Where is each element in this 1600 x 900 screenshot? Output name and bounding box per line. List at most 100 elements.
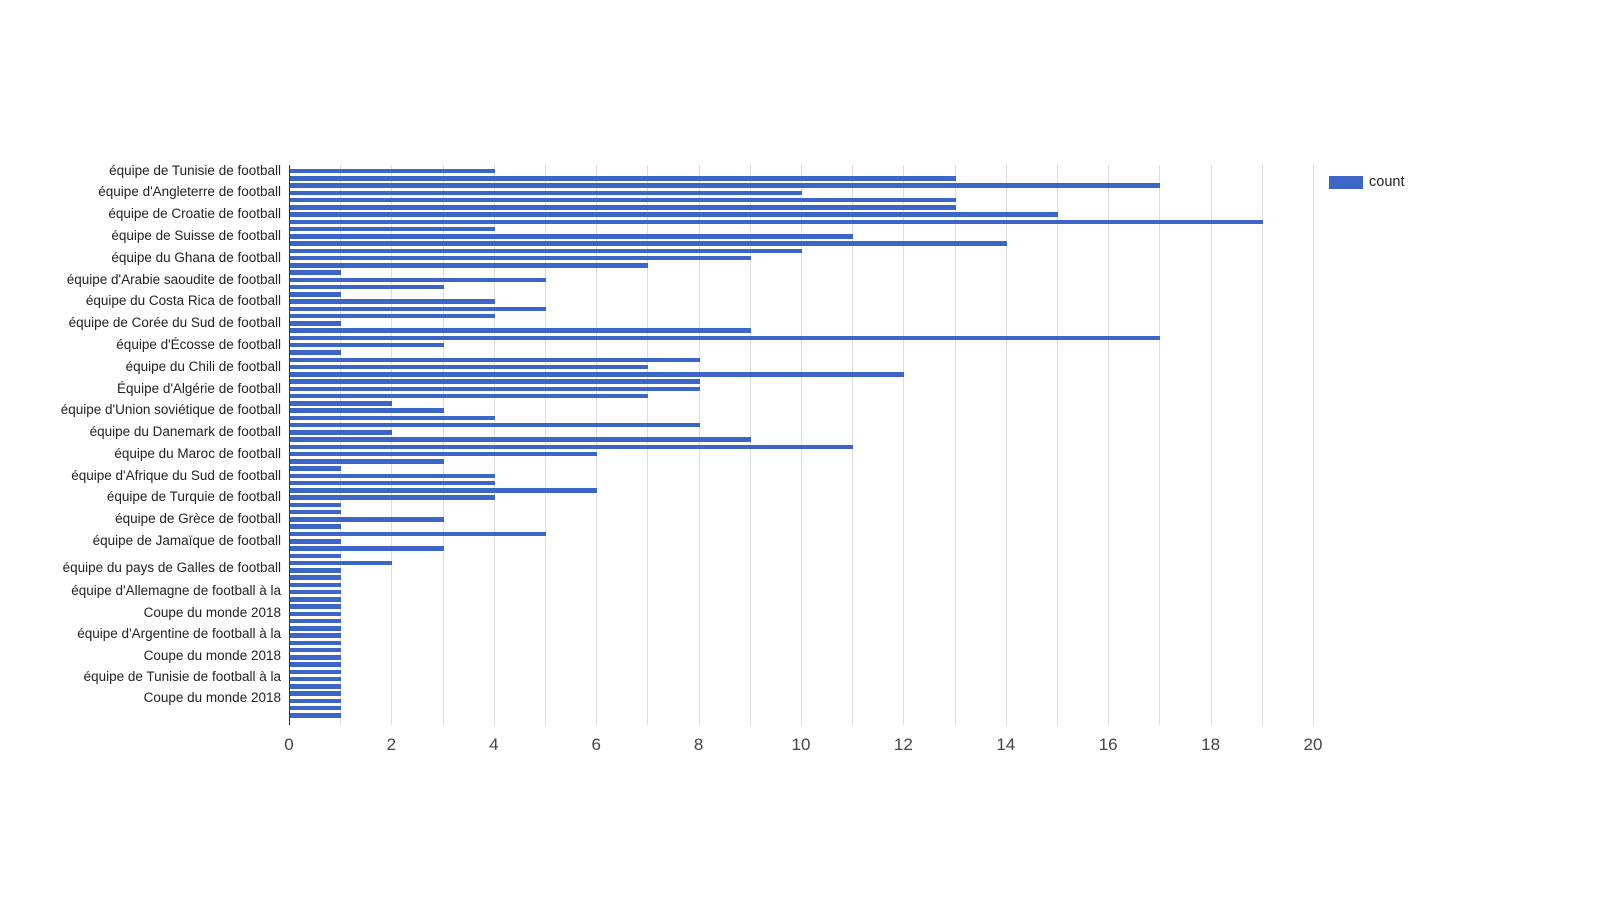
x-tick-label: 18: [1201, 735, 1221, 754]
bar[interactable]: [290, 430, 393, 435]
bar[interactable]: [290, 183, 1161, 188]
bar[interactable]: [290, 270, 342, 275]
bar[interactable]: [290, 713, 342, 718]
gridline: [1261, 165, 1263, 725]
bar[interactable]: [290, 415, 495, 421]
bar[interactable]: [290, 255, 751, 261]
bar[interactable]: [290, 313, 495, 319]
bar[interactable]: [290, 284, 444, 290]
bar[interactable]: [290, 582, 342, 588]
bar[interactable]: [290, 705, 342, 711]
bar[interactable]: [290, 662, 342, 667]
bar[interactable]: [290, 451, 598, 457]
y-tick-label: équipe de Turquie de football: [106, 489, 281, 505]
bar[interactable]: [290, 212, 1058, 217]
bar[interactable]: [290, 226, 495, 232]
bar[interactable]: [290, 292, 342, 297]
bar[interactable]: [290, 626, 342, 631]
bar[interactable]: [290, 335, 1161, 341]
bar[interactable]: [290, 684, 342, 689]
bar[interactable]: [290, 517, 444, 522]
bar[interactable]: [290, 168, 495, 174]
bar[interactable]: [290, 241, 1007, 246]
bar[interactable]: [290, 372, 905, 377]
bar[interactable]: [290, 691, 342, 696]
bar[interactable]: [290, 473, 495, 479]
bar[interactable]: [290, 386, 700, 392]
y-tick-label: équipe d'Afrique du Sud de football: [71, 467, 281, 483]
y-tick-label: équipe du Danemark de football: [89, 424, 281, 440]
bar[interactable]: [290, 205, 956, 210]
bar[interactable]: [290, 219, 1263, 225]
y-tick-label: équipe de Tunisie de football: [109, 162, 281, 178]
bar[interactable]: [290, 655, 342, 660]
x-tick-label: 4: [489, 735, 499, 754]
bar[interactable]: [290, 546, 444, 551]
bar[interactable]: [290, 190, 802, 196]
bar[interactable]: [290, 248, 802, 254]
bar[interactable]: [290, 234, 854, 239]
bar[interactable]: [290, 364, 649, 370]
bar[interactable]: [290, 698, 342, 704]
bar[interactable]: [290, 466, 342, 471]
bar[interactable]: [290, 422, 700, 428]
x-tick-label: 12: [893, 735, 913, 754]
x-tick-label: 0: [284, 735, 294, 754]
x-tick-label: 16: [1098, 735, 1118, 754]
bar[interactable]: [290, 553, 342, 559]
gridline: [1159, 165, 1161, 725]
bar[interactable]: [290, 495, 495, 500]
bar[interactable]: [290, 502, 342, 508]
bar[interactable]: [290, 647, 342, 653]
y-tick-label: équipe d'Union soviétique de football: [60, 402, 281, 418]
y-tick-label: équipe d'Arabie saoudite de football: [66, 271, 281, 287]
bar[interactable]: [290, 589, 342, 595]
bar[interactable]: [290, 575, 342, 580]
y-tick-label: équipe de Tunisie de football à la Coupe …: [83, 668, 281, 706]
bar[interactable]: [290, 393, 649, 399]
bar[interactable]: [290, 611, 342, 617]
bar[interactable]: [290, 539, 342, 544]
y-tick-label: équipe de Corée du Sud de football: [68, 315, 281, 331]
bar[interactable]: [290, 321, 342, 326]
legend-label: count: [1369, 174, 1405, 190]
bar[interactable]: [290, 531, 546, 537]
x-tick-label: 10: [791, 735, 811, 754]
bar[interactable]: [290, 437, 751, 442]
bar[interactable]: [290, 509, 342, 515]
bar[interactable]: [290, 444, 854, 450]
y-tick-label: équipe d'Angleterre de football: [98, 184, 281, 200]
bar[interactable]: [290, 618, 342, 624]
x-tick-label: 8: [693, 735, 704, 754]
bar[interactable]: [290, 640, 342, 646]
bar[interactable]: [290, 306, 546, 312]
bar[interactable]: [290, 560, 393, 566]
bar[interactable]: [290, 299, 495, 304]
bar[interactable]: [290, 633, 342, 638]
bar[interactable]: [290, 568, 342, 573]
bar[interactable]: [290, 263, 649, 268]
bar[interactable]: [290, 676, 342, 682]
bar[interactable]: [290, 277, 546, 283]
bar[interactable]: [290, 197, 956, 203]
bar[interactable]: [290, 408, 444, 413]
bar[interactable]: [290, 597, 342, 602]
x-tick-label: 14: [996, 735, 1016, 754]
y-tick-label: équipe de Jamaïque de football: [92, 532, 281, 548]
bar[interactable]: [290, 357, 700, 362]
bar[interactable]: [290, 176, 956, 181]
bar[interactable]: [290, 459, 444, 464]
bar[interactable]: [290, 342, 444, 348]
bar[interactable]: [290, 328, 751, 333]
bar[interactable]: [290, 379, 700, 384]
bar[interactable]: [290, 604, 342, 609]
bar[interactable]: [290, 524, 342, 529]
bar[interactable]: [290, 350, 342, 355]
gridline: [1210, 165, 1212, 725]
bar[interactable]: [290, 480, 495, 486]
bar[interactable]: [290, 401, 393, 406]
gridline: [1108, 165, 1110, 725]
bar[interactable]: [290, 488, 598, 493]
bar[interactable]: [290, 669, 342, 675]
